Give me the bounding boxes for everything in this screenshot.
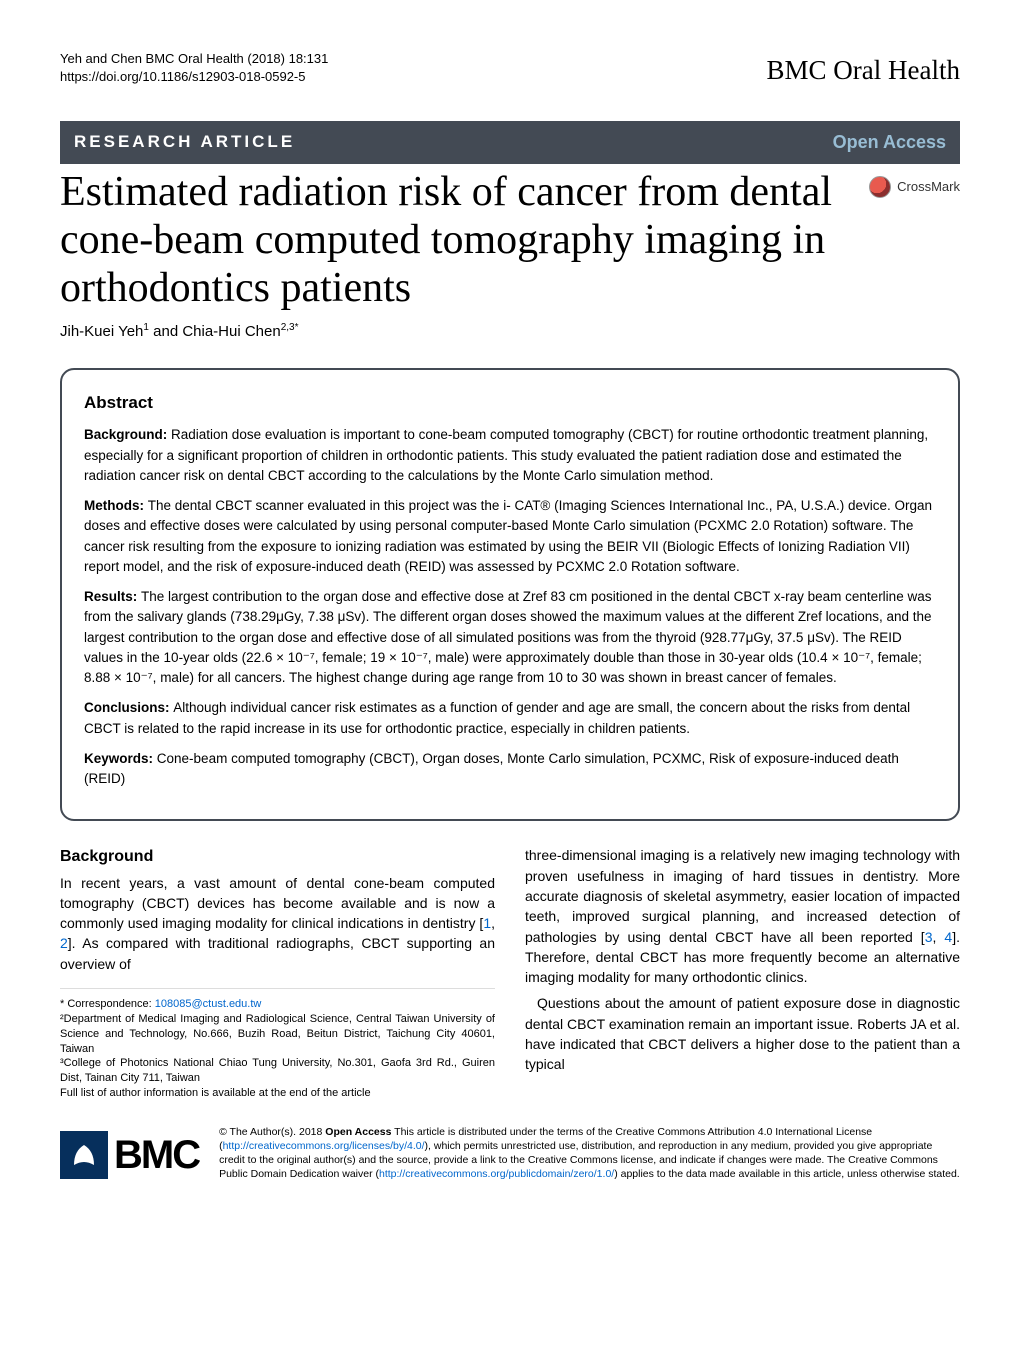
crossmark-icon [869,176,891,198]
crossmark-badge[interactable]: CrossMark [869,176,960,198]
header-row: Yeh and Chen BMC Oral Health (2018) 18:1… [60,50,960,91]
abstract-methods-text: The dental CBCT scanner evaluated in thi… [84,498,932,574]
left-column: Background In recent years, a vast amoun… [60,845,495,1101]
correspondence-email[interactable]: 108085@ctust.edu.tw [155,998,262,1010]
affiliation-2: ²Department of Medical Imaging and Radio… [60,1012,495,1057]
abstract-conclusions: Conclusions: Although individual cancer … [84,698,936,739]
footer-info: * Correspondence: 108085@ctust.edu.tw ²D… [60,988,495,1101]
open-access-label: Open Access [833,129,946,156]
authors: Jih-Kuei Yeh1 and Chia-Hui Chen2,3* [60,320,960,344]
body-para-right-1: three-dimensional imaging is a relativel… [525,845,960,987]
bmc-leaf-icon [68,1139,100,1171]
header-citation-block: Yeh and Chen BMC Oral Health (2018) 18:1… [60,50,328,86]
citation: Yeh and Chen BMC Oral Health (2018) 18:1… [60,50,328,68]
bmc-square-icon [60,1131,108,1179]
right-column: three-dimensional imaging is a relativel… [525,845,960,1101]
abstract-conclusions-text: Although individual cancer risk estimate… [84,700,910,735]
abstract-box: Abstract Background: Radiation dose eval… [60,368,960,822]
doi: https://doi.org/10.1186/s12903-018-0592-… [60,68,328,86]
abstract-results: Results: The largest contribution to the… [84,587,936,688]
article-type-bar: RESEARCH ARTICLE Open Access [60,121,960,164]
body-columns: Background In recent years, a vast amoun… [60,845,960,1101]
affiliation-3: ³College of Photonics National Chiao Tun… [60,1056,495,1086]
article-title: Estimated radiation risk of cancer from … [60,168,857,313]
bmc-text: BMC [114,1125,199,1185]
abstract-keywords: Keywords: Cone-beam computed tomography … [84,749,936,790]
body-para-right-2: Questions about the amount of patient ex… [525,993,960,1074]
correspondence-line: * Correspondence: 108085@ctust.edu.tw [60,997,495,1012]
journal-name: BMC Oral Health [767,50,960,91]
abstract-heading: Abstract [84,390,936,416]
correspondence-label: * Correspondence: [60,998,155,1010]
background-heading: Background [60,845,495,868]
title-row: Estimated radiation risk of cancer from … [60,168,960,321]
body-para-left: In recent years, a vast amount of dental… [60,873,495,974]
full-list-note: Full list of author information is avail… [60,1086,495,1101]
abstract-results-text: The largest contribution to the organ do… [84,589,932,685]
bmc-logo: BMC [60,1125,199,1185]
abstract-background: Background: Radiation dose evaluation is… [84,425,936,486]
license-row: BMC © The Author(s). 2018 Open Access Th… [60,1125,960,1185]
abstract-methods: Methods: The dental CBCT scanner evaluat… [84,496,936,577]
license-text: © The Author(s). 2018 Open Access This a… [219,1125,960,1182]
abstract-background-text: Radiation dose evaluation is important t… [84,427,928,483]
crossmark-label: CrossMark [897,177,960,197]
article-type: RESEARCH ARTICLE [74,129,295,155]
abstract-keywords-text: Cone-beam computed tomography (CBCT), Or… [84,751,899,786]
